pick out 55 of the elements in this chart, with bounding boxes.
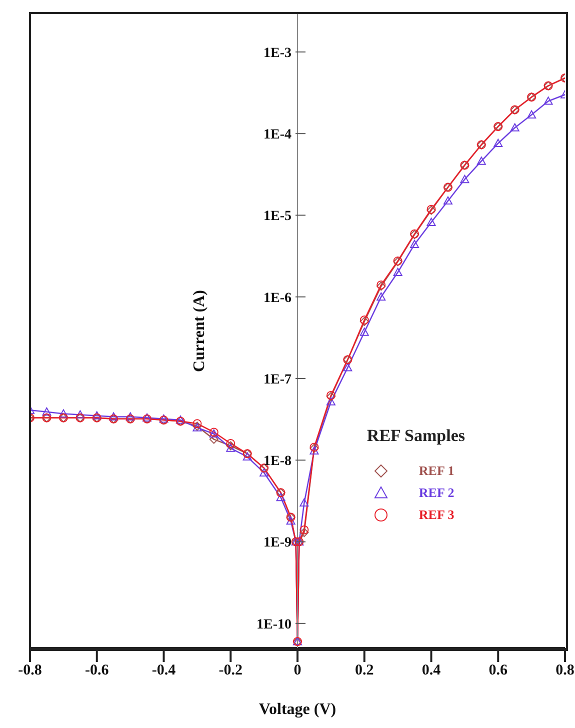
point bbox=[242, 452, 252, 460]
y-tick-label: 1E-8 bbox=[264, 454, 292, 470]
point bbox=[410, 240, 420, 248]
x-tick-label: 0.8 bbox=[556, 662, 574, 679]
y-tick-label: 1E-4 bbox=[264, 127, 292, 142]
point bbox=[544, 96, 553, 105]
x-tick-label: 0 bbox=[294, 662, 302, 679]
y-tick-label: 1E-9 bbox=[264, 536, 292, 551]
legend-title: REF Samples bbox=[366, 426, 465, 446]
x-tick-label: -0.4 bbox=[152, 662, 176, 679]
point bbox=[226, 444, 236, 452]
point bbox=[276, 492, 286, 502]
y-tick-label: 1E-10 bbox=[256, 617, 292, 632]
y-tick-label: 1E-5 bbox=[264, 209, 292, 224]
point bbox=[209, 434, 218, 444]
x-tick-label: 0.6 bbox=[488, 662, 508, 679]
y-tick-label: 1E-3 bbox=[264, 46, 292, 61]
point bbox=[393, 268, 402, 276]
point bbox=[326, 397, 336, 406]
text: REF 1 bbox=[418, 462, 454, 478]
text: REF 2 bbox=[418, 484, 454, 500]
point bbox=[443, 196, 452, 205]
point bbox=[192, 419, 202, 428]
y-tick-label: 1E-6 bbox=[264, 290, 292, 306]
point bbox=[109, 412, 118, 420]
point bbox=[460, 174, 470, 184]
point bbox=[42, 407, 52, 416]
point bbox=[426, 218, 436, 226]
text: REF 3 bbox=[418, 506, 454, 522]
point bbox=[286, 516, 296, 525]
point bbox=[343, 363, 352, 372]
point bbox=[260, 468, 269, 476]
x-tick-label: -0.2 bbox=[218, 662, 242, 679]
point bbox=[300, 525, 309, 534]
point bbox=[226, 438, 236, 448]
point bbox=[92, 411, 102, 420]
x-tick-label: 0.4 bbox=[422, 662, 442, 679]
point bbox=[76, 410, 85, 418]
x-tick-label: -0.6 bbox=[85, 662, 110, 679]
point bbox=[58, 409, 68, 418]
point bbox=[510, 123, 520, 132]
point bbox=[527, 110, 536, 118]
y-axis-title: Current (A) bbox=[190, 290, 208, 372]
x-tick-label: -0.8 bbox=[18, 662, 42, 679]
y-tick-label: 1E-7 bbox=[264, 372, 292, 388]
x-axis-title: Voltage (V) bbox=[258, 701, 336, 718]
point bbox=[310, 446, 319, 455]
point bbox=[360, 328, 369, 336]
point bbox=[300, 528, 309, 537]
point bbox=[476, 156, 486, 165]
x-tick-label: 0.2 bbox=[355, 662, 374, 679]
point bbox=[494, 138, 503, 148]
point bbox=[300, 498, 309, 507]
point bbox=[376, 292, 386, 301]
point bbox=[126, 412, 135, 420]
